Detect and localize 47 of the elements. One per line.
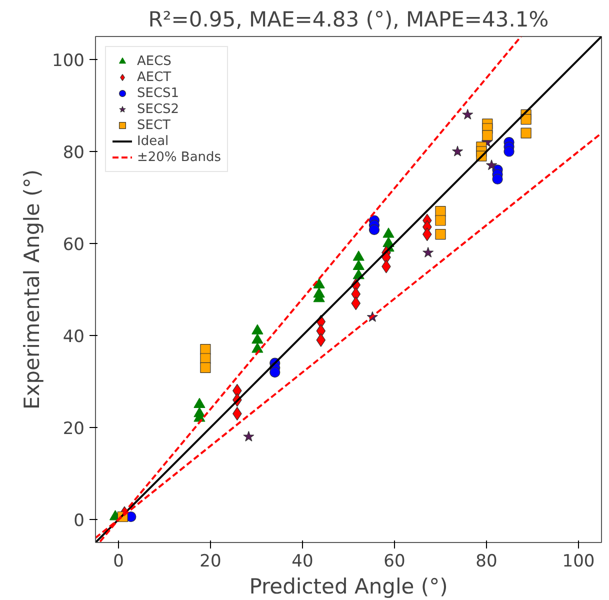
x-axis-title: Predicted Angle (°) [249, 574, 448, 598]
point [200, 362, 211, 373]
point [452, 146, 464, 156]
x-tick-label: 60 [384, 552, 406, 572]
y-tick-label: 60 [62, 235, 85, 255]
point [368, 224, 380, 235]
y-tick-label: 80 [62, 143, 85, 163]
x-tick-label: 100 [562, 552, 595, 572]
legend-label: SECS2 [137, 102, 180, 116]
point [270, 367, 280, 378]
legend-label: Ideal [137, 134, 169, 148]
point [352, 260, 364, 270]
legend-label: SECT [137, 118, 170, 132]
point [482, 130, 493, 141]
point [486, 160, 498, 170]
point [313, 278, 325, 288]
point [352, 250, 364, 261]
point [520, 128, 532, 138]
point [422, 246, 434, 258]
legend-label: SECS1 [137, 86, 180, 100]
legend-label: AECT [137, 70, 172, 84]
legend-label: AECS [137, 54, 172, 68]
point [462, 108, 474, 120]
point [194, 398, 206, 408]
point [435, 229, 446, 240]
point [252, 342, 264, 353]
point [435, 215, 446, 226]
chart-title: R²=0.95, MAE=4.83 (°), MAPE=43.1% [148, 8, 549, 32]
point [252, 333, 264, 344]
y-tick-label: 0 [74, 511, 85, 531]
point [252, 324, 264, 334]
x-tick-label: 20 [200, 552, 222, 572]
point [316, 333, 326, 347]
point [243, 430, 254, 442]
y-tick-label: 40 [62, 327, 85, 347]
y-axis-title: Experimental Angle (°) [20, 169, 44, 410]
point [520, 114, 532, 125]
point [504, 146, 514, 157]
x-tick-label: 40 [292, 552, 314, 572]
y-tick-label: 100 [52, 51, 85, 71]
x-tick-label: 0 [113, 552, 124, 572]
y-tick-label: 20 [62, 419, 85, 439]
point [492, 174, 503, 184]
x-tick-label: 80 [476, 552, 498, 572]
legend-label: ±20% Bands [137, 150, 222, 164]
point [382, 228, 394, 238]
point [200, 353, 211, 364]
